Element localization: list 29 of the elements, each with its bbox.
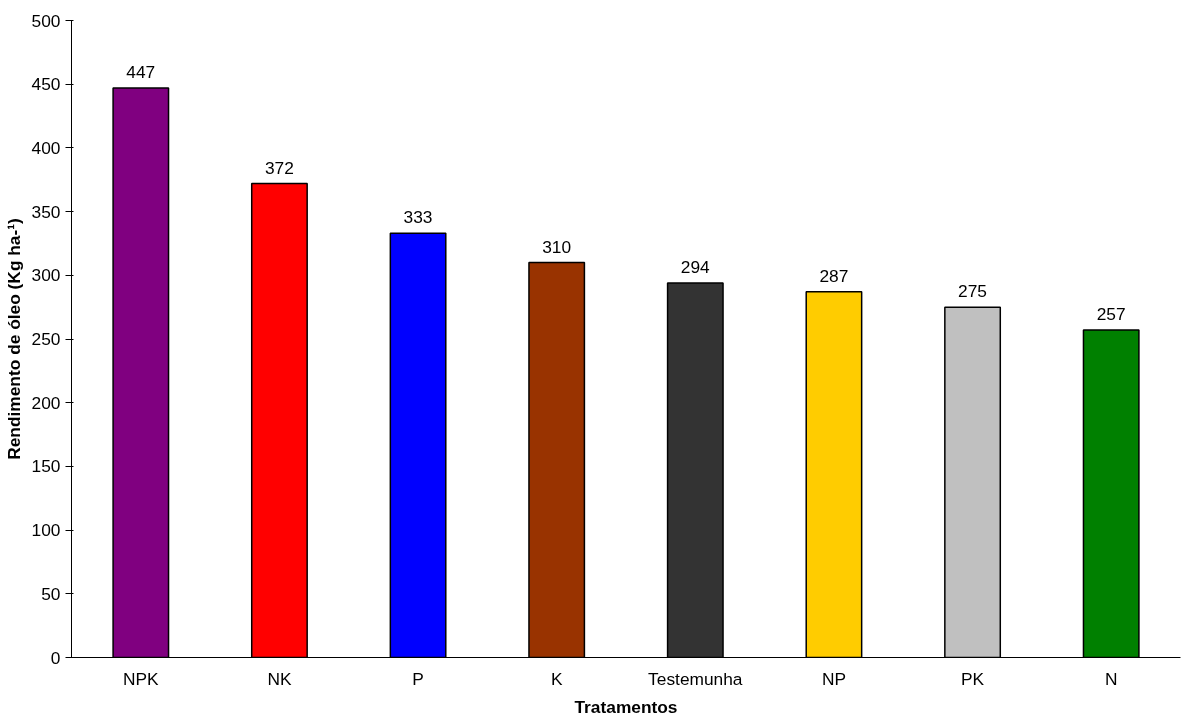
- x-tick-label: PK: [961, 668, 985, 689]
- x-tick-label: N: [1104, 668, 1118, 689]
- data-label: 294: [680, 256, 711, 277]
- data-label: 447: [126, 62, 156, 83]
- x-axis-title: Tratamentos: [574, 696, 678, 717]
- y-tick-label: 450: [31, 74, 61, 95]
- data-label: 257: [1096, 304, 1126, 325]
- data-label: 287: [819, 265, 849, 286]
- y-tick-label: 100: [31, 520, 61, 541]
- x-tick-label: Testemunha: [648, 668, 743, 689]
- x-tick-label: P: [412, 668, 424, 689]
- y-tick-label: 350: [31, 201, 61, 222]
- x-tick-label: K: [550, 668, 563, 689]
- data-label: 310: [542, 236, 572, 257]
- y-tick-label: 500: [31, 10, 61, 31]
- y-tick-label: 250: [31, 329, 61, 349]
- data-label: 333: [403, 207, 433, 228]
- x-tick-label: NPK: [123, 668, 160, 689]
- y-tick-label: 400: [31, 137, 61, 158]
- x-tick-label: NK: [267, 668, 292, 689]
- x-tick-label: NP: [821, 668, 846, 689]
- y-tick-label: 150: [31, 456, 61, 477]
- data-label: 372: [264, 157, 294, 178]
- y-tick-label: 0: [50, 647, 61, 668]
- data-label: 275: [958, 281, 988, 302]
- y-tick-label: 300: [31, 265, 61, 286]
- y-tick-label: 50: [41, 583, 61, 604]
- y-axis-title: Rendimento de óleo (Kg ha-¹): [3, 218, 24, 460]
- y-tick-label: 200: [31, 392, 61, 413]
